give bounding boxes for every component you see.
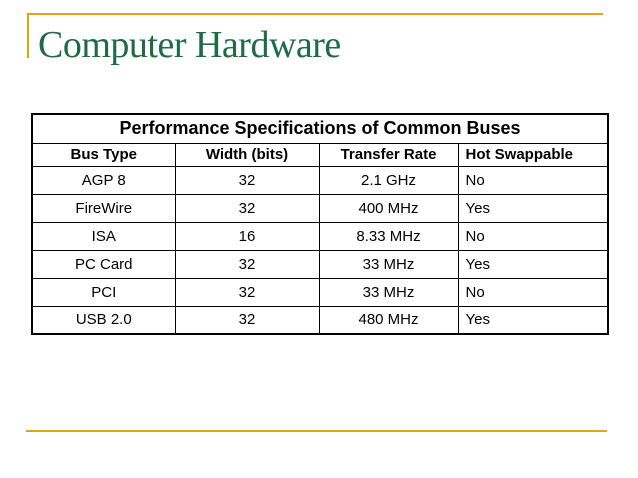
cell-width-bits: 16 — [174, 221, 320, 251]
table-row: FireWire 32 400 MHz Yes — [31, 193, 609, 223]
cell-bus-type: PCI — [31, 277, 176, 307]
cell-hot-swappable: Yes — [457, 305, 609, 335]
cell-transfer-rate: 33 MHz — [318, 277, 459, 307]
cell-bus-type: FireWire — [31, 193, 176, 223]
cell-bus-type: ISA — [31, 221, 176, 251]
cell-hot-swappable: No — [457, 221, 609, 251]
cell-hot-swappable: No — [457, 277, 609, 307]
cell-hot-swappable: No — [457, 165, 609, 195]
cell-transfer-rate: 2.1 GHz — [318, 165, 459, 195]
cell-width-bits: 32 — [174, 249, 320, 279]
cell-transfer-rate: 33 MHz — [318, 249, 459, 279]
col-header-hot-swappable: Hot Swappable — [457, 142, 609, 167]
cell-width-bits: 32 — [174, 165, 320, 195]
cell-transfer-rate: 400 MHz — [318, 193, 459, 223]
cell-width-bits: 32 — [174, 305, 320, 335]
cell-width-bits: 32 — [174, 277, 320, 307]
col-header-transfer-rate: Transfer Rate — [318, 142, 459, 167]
cell-hot-swappable: Yes — [457, 249, 609, 279]
table-row: PC Card 32 33 MHz Yes — [31, 249, 609, 279]
table-row: USB 2.0 32 480 MHz Yes — [31, 305, 609, 335]
cell-bus-type: PC Card — [31, 249, 176, 279]
col-header-bus-type: Bus Type — [31, 142, 176, 167]
table-row: ISA 16 8.33 MHz No — [31, 221, 609, 251]
cell-hot-swappable: Yes — [457, 193, 609, 223]
cell-bus-type: USB 2.0 — [31, 305, 176, 335]
table-title-row: Performance Specifications of Common Bus… — [31, 113, 609, 144]
table-row: AGP 8 32 2.1 GHz No — [31, 165, 609, 195]
col-header-width-bits: Width (bits) — [174, 142, 320, 167]
cell-transfer-rate: 480 MHz — [318, 305, 459, 335]
table-title: Performance Specifications of Common Bus… — [31, 113, 609, 144]
title-accent-left-line — [27, 13, 29, 58]
cell-width-bits: 32 — [174, 193, 320, 223]
table-row: PCI 32 33 MHz No — [31, 277, 609, 307]
table-header-row: Bus Type Width (bits) Transfer Rate Hot … — [31, 142, 609, 167]
bottom-divider-line — [26, 430, 607, 432]
slide-title: Computer Hardware — [38, 24, 341, 66]
cell-transfer-rate: 8.33 MHz — [318, 221, 459, 251]
title-accent-top-line — [27, 13, 603, 15]
cell-bus-type: AGP 8 — [31, 165, 176, 195]
bus-spec-table: Performance Specifications of Common Bus… — [31, 113, 610, 335]
